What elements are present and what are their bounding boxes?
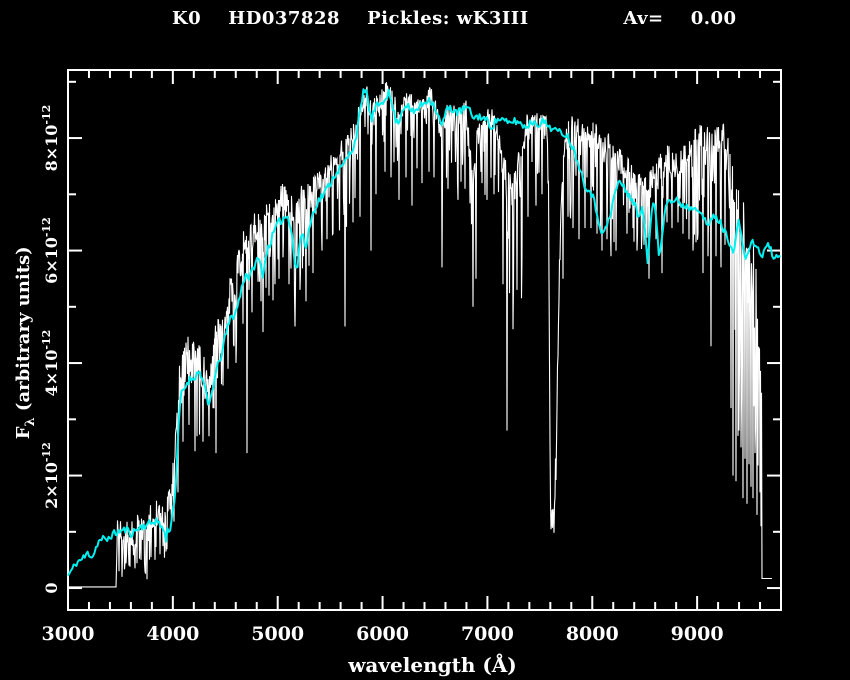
y-axis-title-f: F [13,426,35,440]
y-axis-title-lambda: λ [22,417,38,427]
axes-frame [67,69,782,611]
svg-text:3000: 3000 [42,623,95,645]
tick-labels: 3000 4000 5000 6000 7000 8000 9000 0 2×10-12 4×10… [40,105,724,645]
x-axis-title: wavelength (Å) [0,653,850,677]
svg-text:8×10-12: 8×10-12 [40,105,61,172]
svg-text:6×10-12: 6×10-12 [40,217,61,284]
svg-text:0: 0 [42,582,61,593]
svg-text:9000: 9000 [671,623,724,645]
y-axis-title-rest: (arbitrary units) [13,246,35,418]
plot-title: K0 HD037828 Pickles: wK3III Av= 0.00 [172,8,737,29]
x-axis-title-text: wavelength (Å) [348,653,517,677]
svg-text:4×10-12: 4×10-12 [40,330,61,397]
svg-text:5000: 5000 [251,623,304,645]
svg-text:7000: 7000 [461,623,514,645]
spectra-curves [67,82,782,588]
svg-text:2×10-12: 2×10-12 [40,442,61,509]
svg-text:8000: 8000 [566,623,619,645]
svg-text:6000: 6000 [356,623,409,645]
y-axis-title: Fλ (arbitrary units) [13,193,41,493]
svg-text:4000: 4000 [146,623,199,645]
